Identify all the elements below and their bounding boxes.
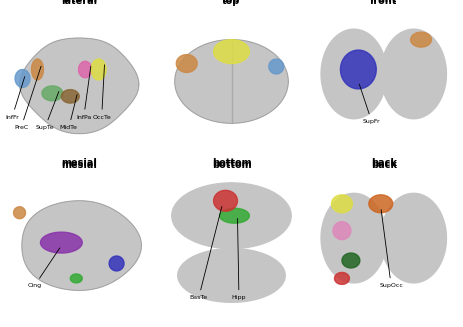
Title: bottom: bottom: [212, 160, 251, 170]
Text: SupFr: SupFr: [359, 84, 381, 124]
Polygon shape: [178, 249, 285, 302]
Text: PreC: PreC: [14, 66, 41, 130]
Text: BasTe: BasTe: [190, 206, 222, 300]
Polygon shape: [269, 59, 284, 74]
Polygon shape: [22, 201, 141, 290]
Title: mesial: mesial: [61, 160, 97, 170]
Text: Hipp: Hipp: [232, 218, 246, 300]
Polygon shape: [321, 193, 387, 283]
Polygon shape: [342, 253, 360, 268]
Polygon shape: [70, 274, 82, 283]
Polygon shape: [91, 59, 106, 80]
Polygon shape: [333, 222, 351, 240]
Polygon shape: [219, 208, 250, 223]
Polygon shape: [213, 190, 238, 211]
Polygon shape: [213, 40, 250, 63]
Polygon shape: [411, 32, 432, 47]
Text: SupTe: SupTe: [36, 92, 59, 130]
Title: top: top: [222, 0, 241, 6]
Text: MidTe: MidTe: [60, 95, 78, 130]
Polygon shape: [172, 183, 291, 249]
Text: back: back: [371, 158, 397, 168]
Polygon shape: [332, 195, 352, 213]
Polygon shape: [20, 38, 139, 134]
Text: InfFr: InfFr: [5, 77, 25, 120]
Text: SupOcc: SupOcc: [379, 210, 403, 288]
Polygon shape: [13, 207, 25, 219]
Text: bottom: bottom: [212, 158, 251, 168]
Title: lateral: lateral: [61, 0, 97, 6]
Polygon shape: [321, 29, 387, 119]
Polygon shape: [109, 256, 124, 271]
Polygon shape: [15, 70, 30, 87]
Polygon shape: [369, 195, 393, 213]
Polygon shape: [31, 59, 44, 80]
Polygon shape: [381, 193, 446, 283]
Text: mesial: mesial: [61, 158, 97, 168]
Text: Cing: Cing: [27, 248, 60, 288]
Polygon shape: [340, 50, 376, 89]
Text: lateral: lateral: [61, 0, 97, 4]
Polygon shape: [381, 29, 446, 119]
Text: InfPa: InfPa: [76, 66, 91, 120]
Polygon shape: [79, 61, 92, 78]
Polygon shape: [175, 40, 288, 123]
Text: top: top: [222, 0, 241, 4]
Polygon shape: [334, 272, 350, 284]
Polygon shape: [62, 90, 79, 103]
Title: back: back: [371, 160, 397, 170]
Text: OccTe: OccTe: [92, 65, 111, 120]
Polygon shape: [42, 86, 63, 101]
Polygon shape: [40, 232, 82, 253]
Text: front: front: [370, 0, 397, 4]
Title: front: front: [370, 0, 397, 6]
Polygon shape: [176, 55, 197, 73]
